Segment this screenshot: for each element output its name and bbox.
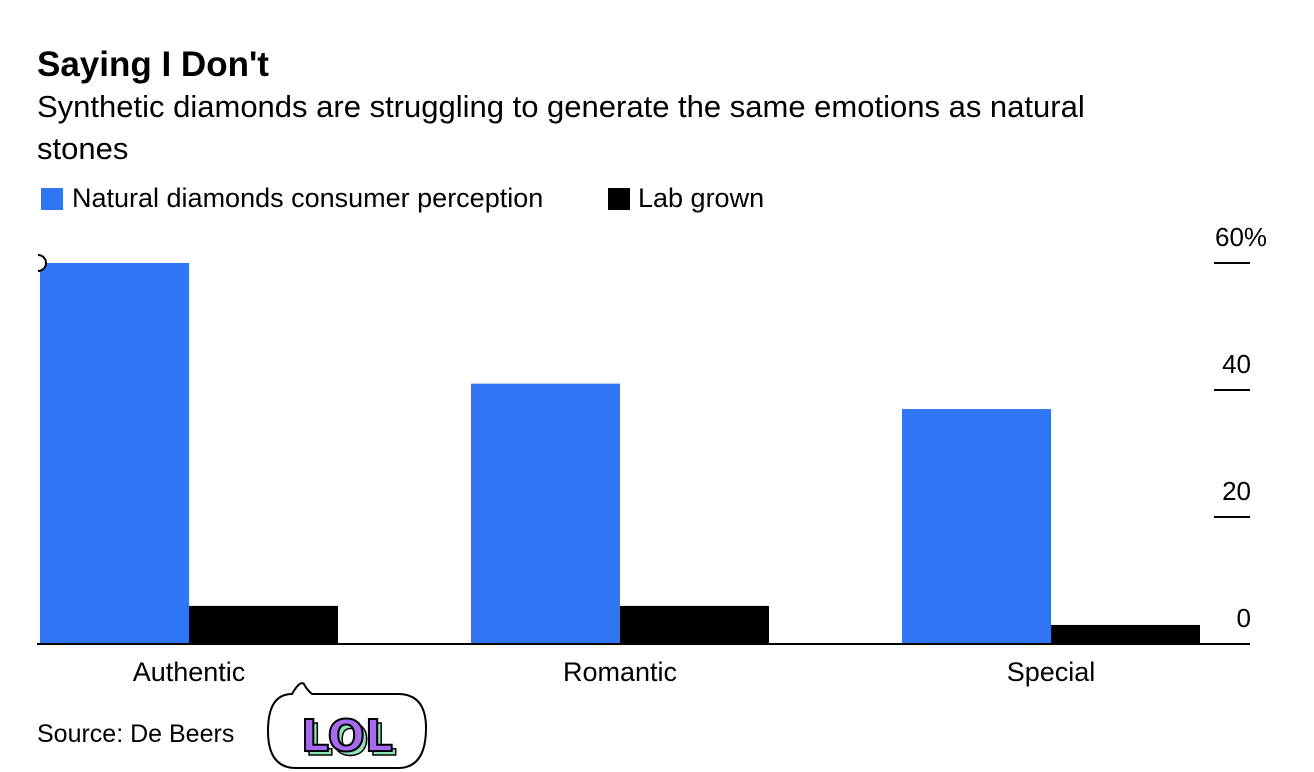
axis-marker-icon [37,254,47,272]
source-note: Source: De Beers [37,720,234,748]
bar-lab-grown-special [1051,624,1200,644]
y-tick-label: 0 [1237,603,1251,633]
bar-lab-grown-romantic [620,605,769,644]
bars [40,263,1200,644]
chart-title: Saying I Don't [37,45,269,84]
chart-subtitle-line-2: stones [37,131,128,166]
y-tick-label: 60% [1215,222,1267,252]
x-category-label: Authentic [133,657,246,687]
legend-label-natural: Natural diamonds consumer perception [72,183,543,213]
legend-swatch-natural [41,188,63,210]
x-category-label: Romantic [563,657,677,687]
lol-sticker-icon: LOL LOL [266,682,428,769]
legend-label-lab-grown: Lab grown [638,183,764,213]
x-axis-labels: Authentic Romantic Special [133,657,1096,687]
lol-sticker-text-shadow: LOL [305,715,397,766]
y-tick-label: 40 [1222,349,1251,379]
legend: Natural diamonds consumer perception Lab… [41,183,764,213]
bar-natural-special [902,409,1051,644]
x-category-label: Special [1007,657,1096,687]
lol-sticker-text: LOL [301,711,393,762]
chart-subtitle-line-1: Synthetic diamonds are struggling to gen… [37,89,1085,124]
y-axis: 0 20 40 60% [1214,222,1267,633]
bar-lab-grown-authentic [189,605,338,644]
y-tick-label: 20 [1222,476,1251,506]
bar-natural-romantic [471,383,620,644]
legend-swatch-lab-grown [608,188,630,210]
bar-natural-authentic [40,263,189,644]
